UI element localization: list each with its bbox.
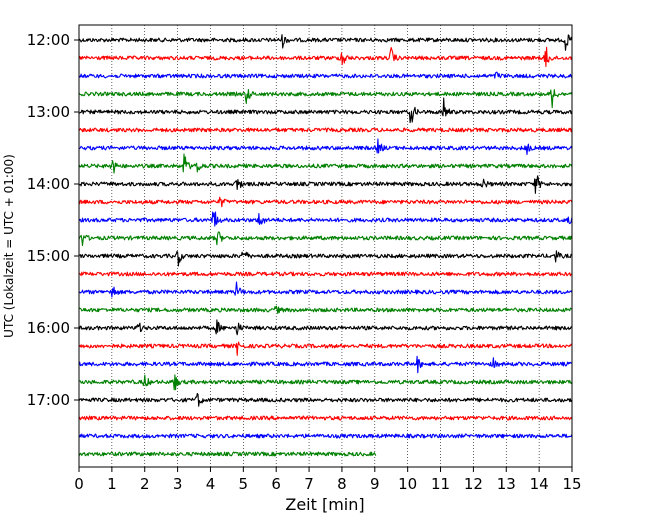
x-tick-label: 0 [74, 475, 84, 493]
seismogram-trace-1415 [78, 196, 573, 208]
x-tick-label: 2 [140, 475, 150, 493]
seismogram-trace-1615 [78, 341, 573, 356]
trace-group [78, 34, 573, 457]
seismogram-trace-1645 [78, 374, 573, 391]
x-tick-label: 12 [464, 475, 483, 493]
seismogram-trace-1515 [78, 271, 573, 277]
seismogram-trace-1200 [78, 34, 573, 51]
seismogram-trace-1700 [78, 392, 573, 407]
seismogram-trace-1715 [78, 415, 573, 421]
x-tick-label: 10 [398, 475, 417, 493]
y-tick-label: 13:00 [27, 103, 70, 121]
seismogram-trace-1245 [78, 88, 573, 109]
seismogram-trace-1330 [78, 138, 573, 155]
x-tick-label: 6 [271, 475, 281, 493]
y-tick-label: 15:00 [27, 247, 70, 265]
seismogram-trace-1530 [78, 281, 573, 298]
x-tick-label: 13 [497, 475, 516, 493]
y-tick-label: 17:00 [27, 391, 70, 409]
x-tick-label: 14 [530, 475, 549, 493]
seismogram-trace-1445 [78, 231, 573, 247]
x-tick-label: 11 [431, 475, 450, 493]
seismogram-trace-1600 [78, 319, 573, 336]
x-tick-label: 7 [304, 475, 314, 493]
x-tick-label: 9 [370, 475, 380, 493]
seismogram-trace-1345 [78, 153, 573, 174]
grid-lines [111, 25, 540, 467]
x-tick-label: 5 [239, 475, 249, 493]
seismogram-trace-1315 [78, 127, 573, 133]
seismogram-trace-1545 [78, 305, 572, 314]
x-axis-label: Zeit [min] [285, 495, 364, 514]
plot-frame [78, 24, 573, 468]
seismogram-trace-1230 [78, 71, 573, 79]
x-tick-label: 3 [173, 475, 183, 493]
y-tick-label: 12:00 [27, 31, 70, 49]
seismogram-trace-1430 [78, 211, 573, 227]
seismogram-trace-1745 [78, 451, 377, 457]
seismogram-trace-1500 [78, 250, 573, 267]
y-tick-label: 16:00 [27, 319, 70, 337]
seismogram-trace-1215 [78, 46, 573, 68]
x-tick-label: 15 [562, 475, 581, 493]
seismogram-trace-1400 [78, 175, 573, 194]
x-tick-label: 8 [337, 475, 347, 493]
x-tick-label: 4 [206, 475, 216, 493]
seismogram-trace-1300 [79, 97, 573, 124]
seismogram-trace-1630 [78, 355, 573, 374]
y-tick-label: 14:00 [27, 175, 70, 193]
y-axis-label: UTC (Lokalzeit = UTC + 01:00) [2, 154, 16, 338]
x-tick-label: 1 [107, 475, 117, 493]
axis-ticks: 0 1 2 3 4 5 6 7 8 9 10 11 12 13 14 1512:0013:0014:0015:… [27, 31, 582, 493]
seismogram-trace-1730 [78, 433, 573, 439]
